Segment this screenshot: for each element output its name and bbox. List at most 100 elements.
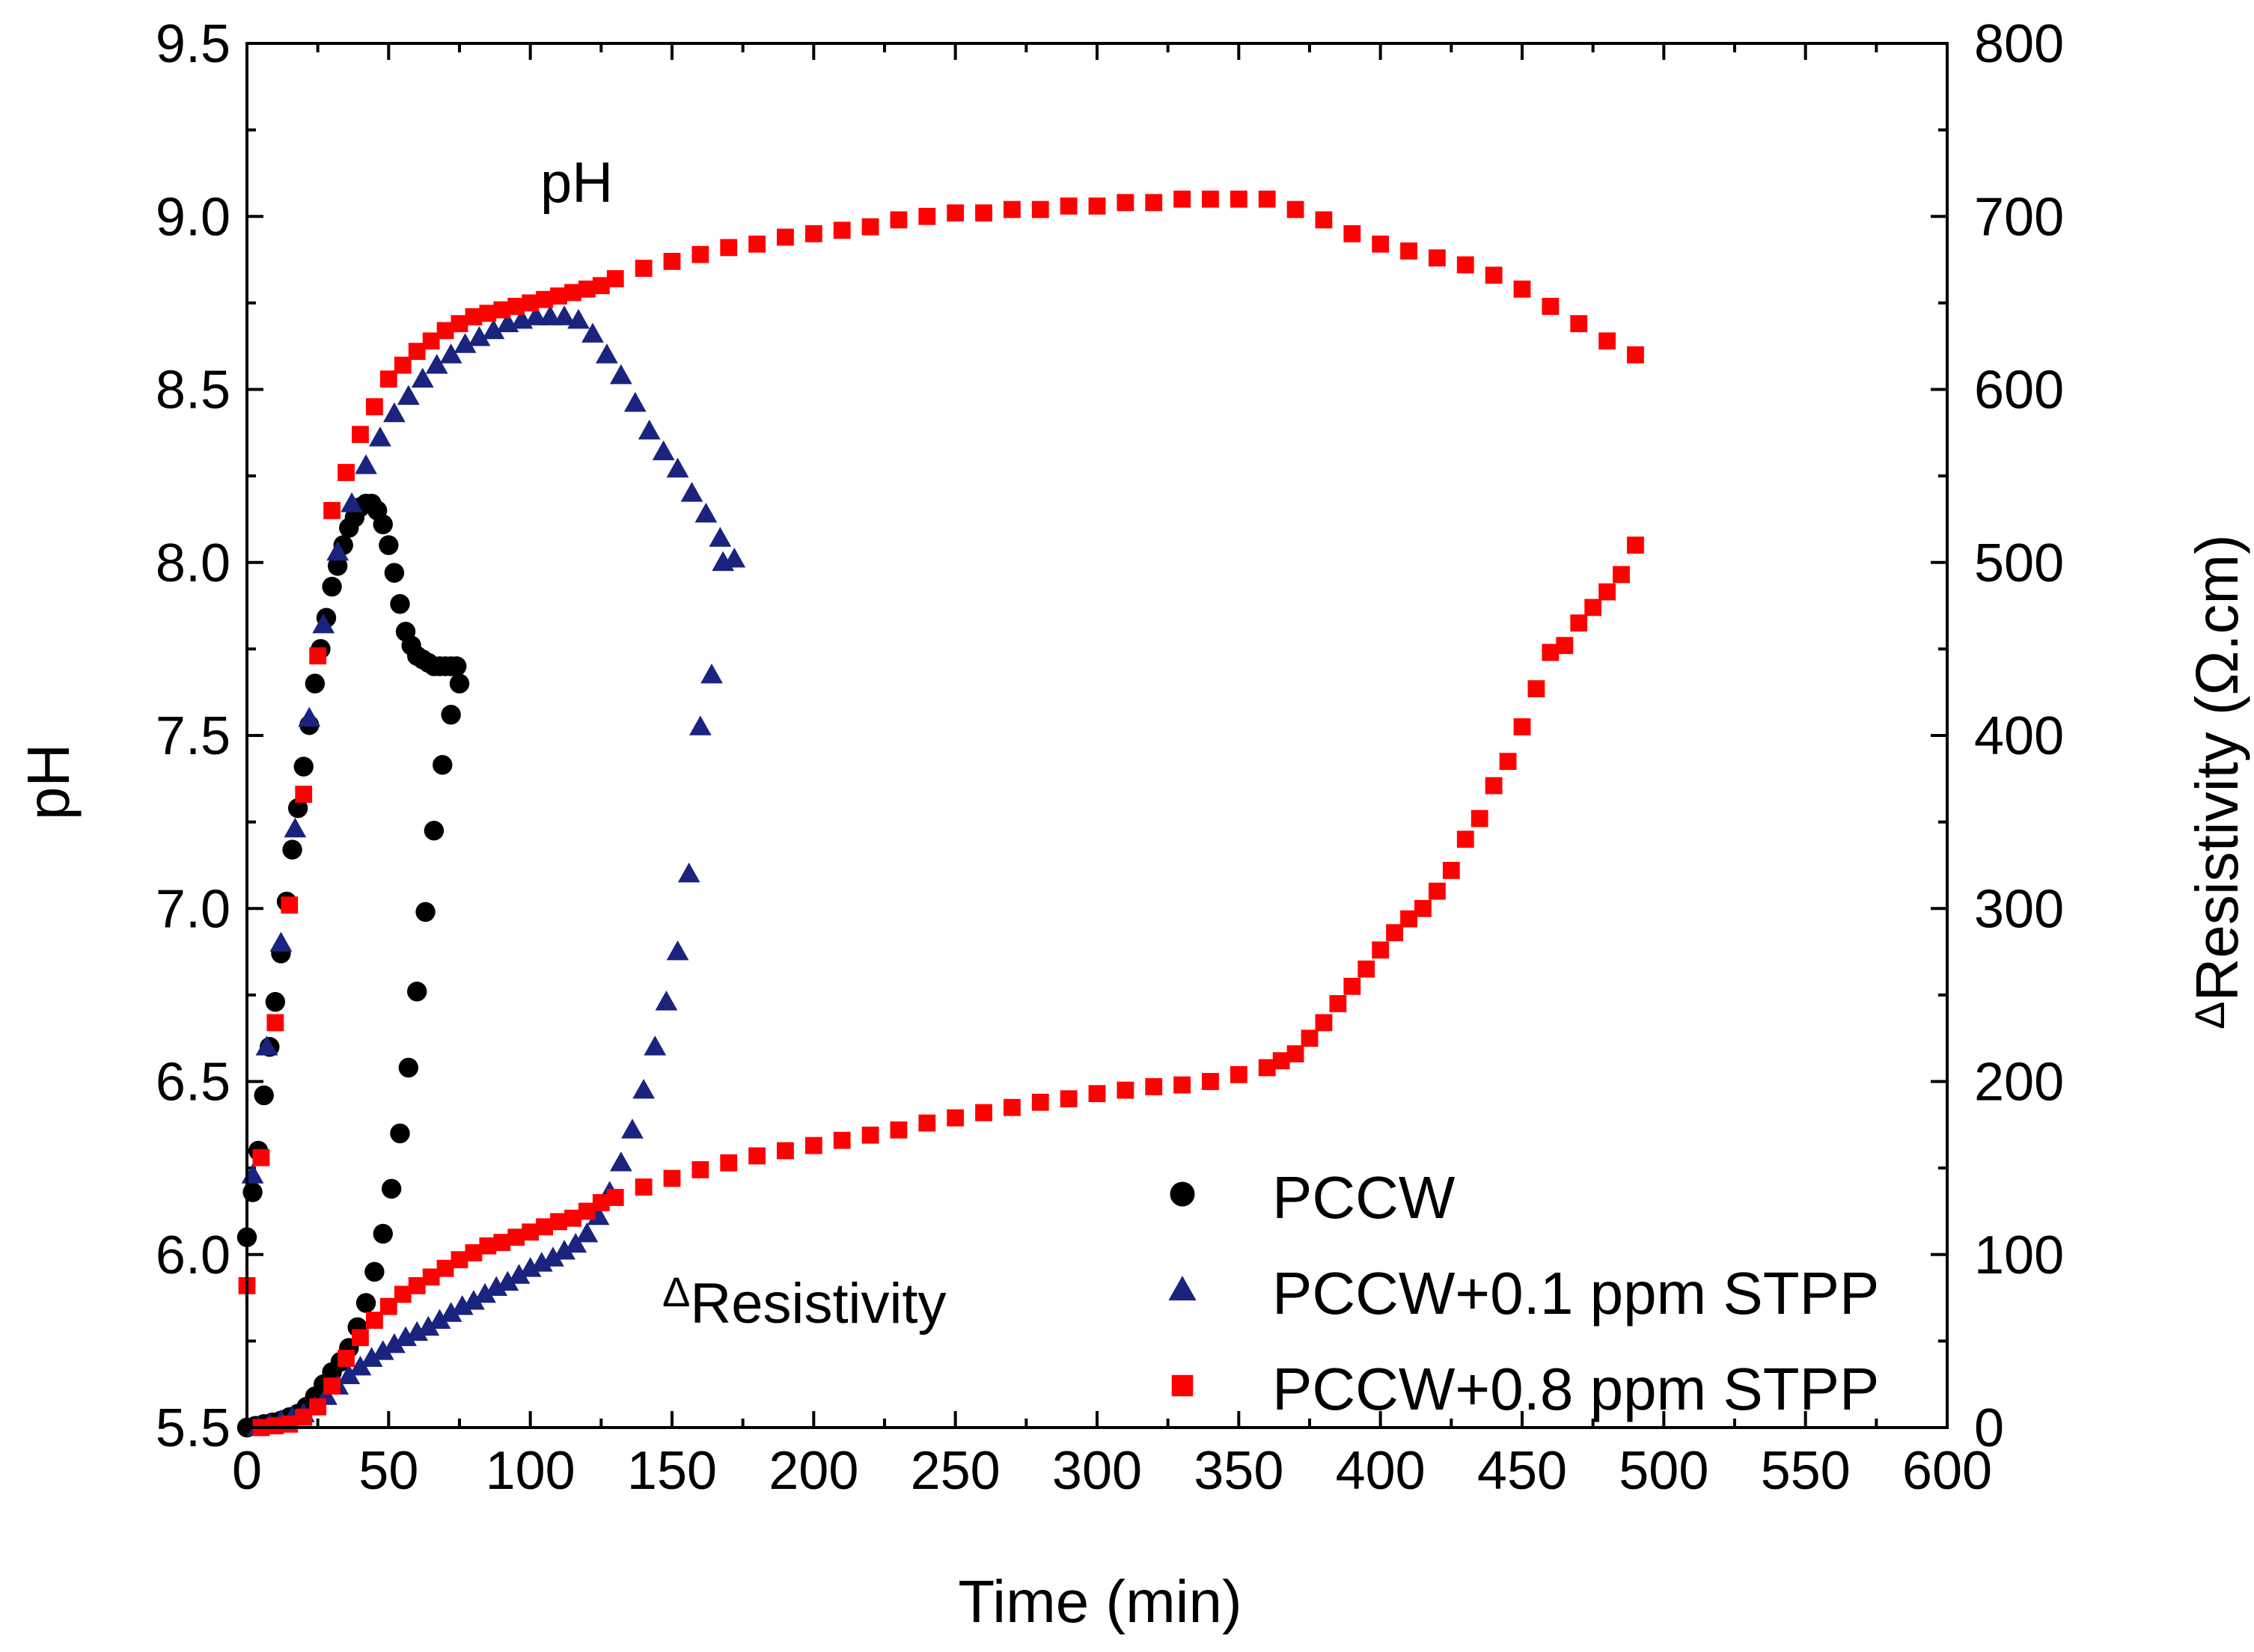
resistivity-point [1570, 614, 1588, 632]
resistivity-point [644, 1035, 667, 1056]
ph-point [425, 354, 448, 374]
ph-point [564, 284, 581, 302]
resistivity-point [918, 1114, 936, 1132]
ph-point [338, 464, 355, 481]
ph-point [309, 647, 327, 665]
resistivity-point [379, 1297, 397, 1315]
x-tick-label: 100 [486, 1441, 575, 1501]
ph-point [1031, 201, 1049, 218]
resistivity-point [542, 1246, 564, 1267]
ph-point [340, 492, 363, 513]
resistivity-point [485, 1276, 508, 1297]
resistivity-point [383, 1333, 406, 1353]
ph-point [408, 343, 426, 361]
resistivity-point [1456, 830, 1474, 848]
resistivity-point [1598, 583, 1616, 601]
ph-point [975, 204, 992, 222]
ph-point [326, 540, 349, 561]
series-1 [236, 493, 470, 1438]
ph-point [451, 315, 468, 333]
ph-point [312, 613, 335, 634]
ph-point [539, 305, 562, 325]
ph-point [1088, 197, 1106, 215]
ph-point [390, 594, 410, 614]
ph-point [293, 756, 314, 777]
resistivity-point [295, 1408, 313, 1426]
resistivity-point [451, 1295, 474, 1315]
resistivity-point [366, 1312, 383, 1330]
resistivity-point [519, 1257, 542, 1277]
legend-label: PCCW+0.8 ppm STPP [1272, 1356, 1879, 1422]
ph-point [680, 482, 703, 502]
resistivity-point [507, 1264, 531, 1284]
y-left-tick-label: 9.5 [156, 14, 230, 74]
tick-marks [245, 42, 1949, 1429]
y-right-tick-label: 800 [1974, 14, 2064, 74]
ph-point [663, 252, 681, 270]
resistivity-point [1329, 995, 1347, 1012]
ph-point [709, 527, 732, 547]
resistivity-point [635, 1178, 653, 1196]
x-tick-label: 150 [627, 1441, 717, 1501]
ph-point [352, 426, 369, 444]
ph-point [550, 287, 567, 305]
resistivity-point [407, 982, 427, 1002]
ph-point [373, 514, 393, 535]
ph-point [383, 402, 406, 423]
ph-point [479, 305, 497, 322]
x-tick-label: 600 [1902, 1441, 1992, 1501]
resistivity-point [1202, 1073, 1219, 1090]
ph-point [536, 290, 553, 308]
series-2 [241, 305, 746, 1437]
resistivity-point [1542, 643, 1560, 661]
series-3 [238, 190, 1644, 1437]
ph-point [694, 502, 718, 523]
ph-point [1598, 332, 1616, 350]
resistivity-point [564, 1232, 587, 1253]
ph-point [1627, 346, 1644, 364]
ph-point [1429, 249, 1446, 267]
ph-point [918, 207, 936, 225]
x-tick-label: 550 [1761, 1441, 1851, 1501]
resistivity-point [1145, 1078, 1163, 1095]
ph-point [691, 245, 709, 263]
ph-point [255, 1035, 278, 1056]
ph-point [439, 343, 462, 364]
resistivity-point [1400, 910, 1417, 928]
resistivity-point [833, 1131, 851, 1149]
ph-point [269, 931, 293, 952]
resistivity-point [536, 1218, 553, 1236]
resistivity-point [1513, 718, 1531, 735]
resistivity-point [1117, 1081, 1134, 1099]
ph-point [581, 322, 604, 343]
ph-point [241, 1163, 264, 1184]
resistivity-point [592, 1193, 610, 1211]
ph-point [1315, 211, 1333, 229]
resistivity-point [496, 1270, 519, 1291]
plot-frame [245, 42, 1949, 1429]
ph-point [355, 454, 377, 474]
y-right-tick-label: 700 [1974, 187, 2064, 247]
ph-point [266, 1014, 284, 1032]
resistivity-point [352, 1329, 369, 1347]
resistivity-point [1230, 1065, 1247, 1083]
ph-point [287, 798, 308, 819]
y-right-tick-label: 400 [1974, 706, 2064, 766]
resistivity-point [890, 1121, 908, 1139]
resistivity-point [975, 1104, 992, 1122]
x-tick-label: 0 [232, 1441, 262, 1501]
resistivity-point [666, 940, 689, 961]
annotation-resistivity: ΔResistivity [662, 1268, 946, 1336]
ph-point [453, 333, 477, 353]
legend-label: PCCW [1272, 1164, 1456, 1231]
resistivity-point [606, 1189, 624, 1206]
resistivity-point [1556, 637, 1574, 655]
resistivity-point [355, 1293, 376, 1313]
ph-point [411, 367, 434, 388]
resistivity-point [609, 1151, 632, 1172]
ph-point [284, 817, 307, 838]
ph-point [1060, 197, 1078, 215]
y-axis-right-title-prefix: Δ [2186, 1001, 2233, 1029]
resistivity-point [530, 1252, 553, 1272]
ph-point [567, 308, 590, 329]
